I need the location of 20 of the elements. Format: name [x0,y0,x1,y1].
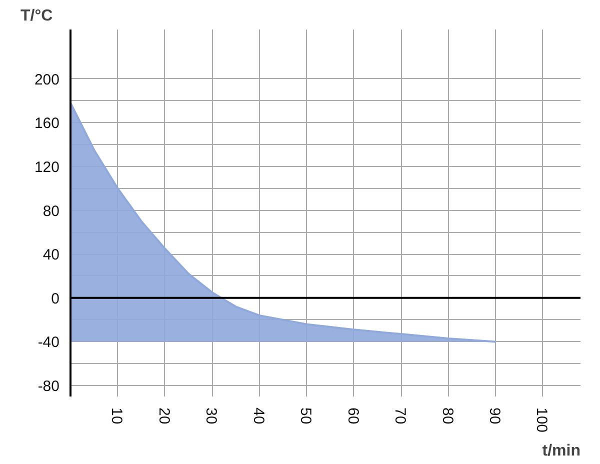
x-tick-label: 80 [438,408,456,424]
y-tick-label: 0 [51,290,60,308]
x-tick-label: 20 [155,408,172,424]
y-tick-label: -40 [38,334,60,352]
y-tick-label: 120 [34,158,60,176]
x-tick-label: 100 [533,408,550,433]
x-tick-label: 50 [297,408,314,424]
x-axis-title: t/min [542,442,580,460]
y-tick-label: 160 [34,115,60,132]
y-tick-label: 40 [42,246,60,264]
x-tick-label: 60 [344,408,362,424]
x-tick-label: 40 [250,408,267,424]
x-tick-label: 70 [392,408,409,424]
y-tick-label: 200 [34,71,60,88]
x-tick-label: 10 [108,408,126,424]
y-axis-title: T/°C [20,8,54,24]
y-tick-label: 80 [42,202,60,220]
x-tick-label: 30 [202,408,220,424]
y-tick-label: -80 [38,378,60,396]
x-tick-label: 90 [486,408,503,424]
